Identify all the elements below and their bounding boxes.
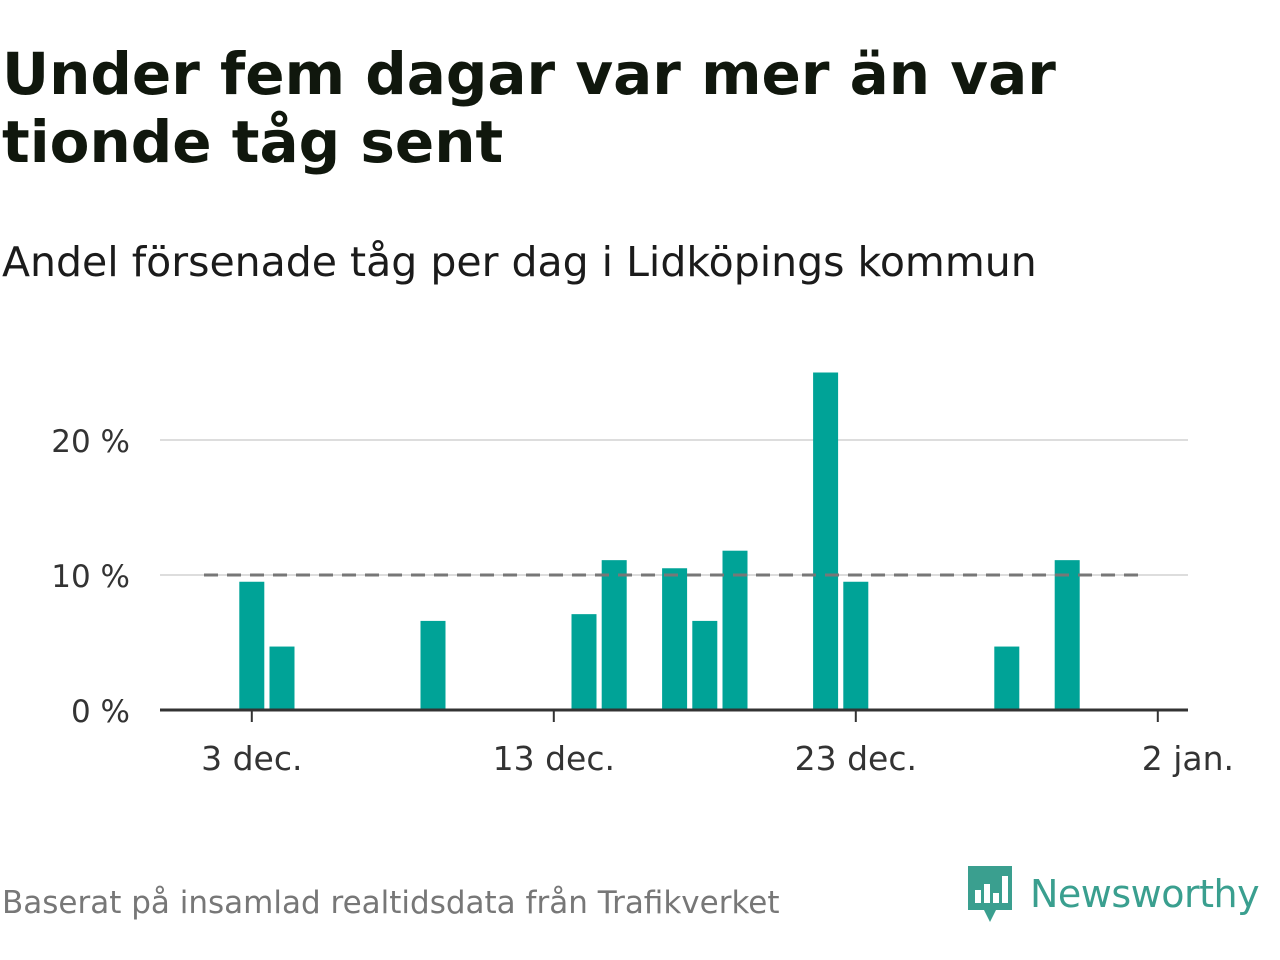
y-axis-tick-labels: 0 % 10 % 20 % <box>51 424 130 730</box>
bar <box>269 646 295 710</box>
x-tick-label: 3 dec. <box>201 739 302 778</box>
x-tick-label: 13 dec. <box>493 739 615 778</box>
bars <box>239 372 1080 710</box>
brand-name: Newsworthy <box>1030 872 1260 916</box>
y-tick-label: 0 % <box>71 694 130 730</box>
bar <box>1054 560 1080 710</box>
bar <box>601 560 627 710</box>
bar <box>722 550 748 710</box>
x-tick-label: 2 jan. <box>1142 739 1234 778</box>
y-tick-label: 20 % <box>51 424 130 460</box>
bar <box>994 646 1020 710</box>
gridlines <box>160 439 1188 576</box>
chart-title: Under fem dagar var mer än var tionde tå… <box>2 40 1056 176</box>
chart-subtitle: Andel försenade tåg per dag i Lidköpings… <box>2 238 1037 286</box>
bar <box>662 568 688 710</box>
x-axis-tick-labels: 3 dec. 13 dec. 23 dec. 2 jan. <box>201 739 1234 778</box>
x-axis <box>160 708 1188 722</box>
x-tick-label: 23 dec. <box>795 739 917 778</box>
bar <box>843 581 869 710</box>
y-tick-label: 10 % <box>51 559 130 595</box>
bar <box>571 614 597 710</box>
source-note: Baserat på insamlad realtidsdata från Tr… <box>2 885 780 921</box>
newsworthy-logo-icon <box>968 866 1012 922</box>
bar <box>813 372 839 710</box>
brand-logo: Newsworthy <box>964 862 1260 926</box>
bar <box>692 620 718 710</box>
bar <box>239 581 265 710</box>
bar <box>420 620 446 710</box>
